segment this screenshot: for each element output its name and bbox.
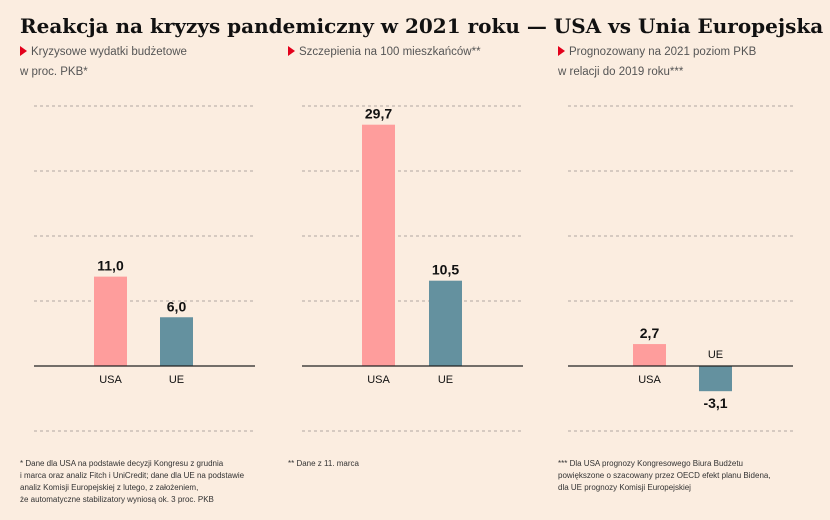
panel-2-value-label-usa: 29,7 bbox=[365, 106, 392, 122]
panel-3-category-label-usa: USA bbox=[638, 374, 661, 386]
panel-2-bar-ue bbox=[429, 280, 462, 366]
panel-1-bar-usa bbox=[94, 276, 127, 366]
panel-1-bar-ue bbox=[160, 317, 193, 366]
panel-2-footnote: ** Dane z 11. marca bbox=[288, 459, 359, 468]
panel-3-value-label-ue: -3,1 bbox=[703, 395, 727, 411]
chart-title: Reakcja na kryzys pandemiczny w 2021 rok… bbox=[20, 14, 824, 38]
red-triangle-icon bbox=[20, 46, 27, 56]
panel-1-subtitle: Kryzysowe wydatki budżetowe w proc. PKB* bbox=[20, 42, 187, 82]
red-triangle-icon bbox=[288, 46, 295, 56]
panel-1-category-label-usa: USA bbox=[99, 374, 122, 386]
panel-2-subtitle-line1: Szczepienia na 100 mieszkańców** bbox=[299, 46, 481, 58]
panel-3-category-label-ue: UE bbox=[708, 349, 723, 361]
panel-2-bar-usa bbox=[362, 124, 395, 366]
panel-3-subtitle: Prognozowany na 2021 poziom PKB w relacj… bbox=[558, 42, 756, 82]
panel-2-category-label-usa: USA bbox=[367, 374, 390, 386]
panel-3-subtitle-line2: w relacji do 2019 roku*** bbox=[558, 66, 684, 78]
panel-1-footnote: * Dane dla USA na podstawie decyzji Kong… bbox=[20, 459, 245, 504]
panel-2-subtitle: Szczepienia na 100 mieszkańców** bbox=[288, 42, 481, 62]
panel-3-bar-ue bbox=[699, 366, 732, 392]
panel-1-subtitle-line2: w proc. PKB* bbox=[20, 66, 88, 78]
panel-1-subtitle-line1: Kryzysowe wydatki budżetowe bbox=[31, 46, 187, 58]
panel-3-bar-usa bbox=[633, 344, 666, 366]
panel-2-category-label-ue: UE bbox=[438, 374, 453, 386]
panel-1-category-label-ue: UE bbox=[169, 374, 184, 386]
panel-2-value-label-ue: 10,5 bbox=[432, 262, 459, 278]
panel-1-value-label-ue: 6,0 bbox=[167, 298, 187, 314]
panel-1-value-label-usa: 11,0 bbox=[97, 258, 124, 274]
panel-3-value-label-usa: 2,7 bbox=[640, 325, 660, 341]
panel-3-footnote: *** Dla USA prognozy Kongresowego Biura … bbox=[558, 459, 771, 492]
red-triangle-icon bbox=[558, 46, 565, 56]
panel-3-subtitle-line1: Prognozowany na 2021 poziom PKB bbox=[569, 46, 757, 58]
